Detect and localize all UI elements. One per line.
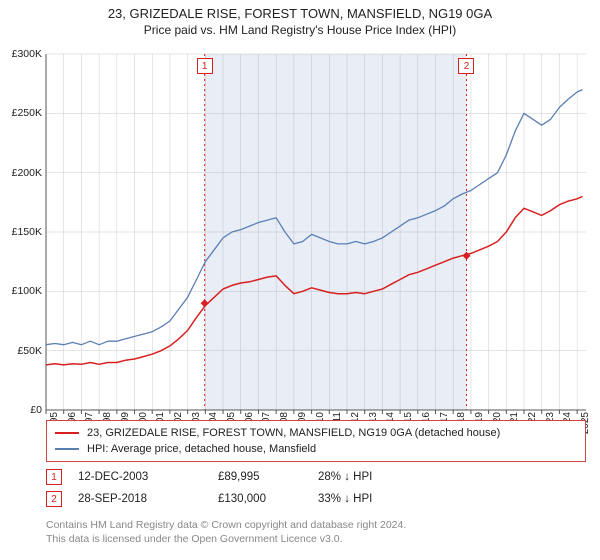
title-line-2: Price paid vs. HM Land Registry's House … <box>0 23 600 37</box>
tx-marker: 2 <box>46 491 62 507</box>
legend-label: 23, GRIZEDALE RISE, FOREST TOWN, MANSFIE… <box>87 427 500 439</box>
title-line-1: 23, GRIZEDALE RISE, FOREST TOWN, MANSFIE… <box>0 6 600 21</box>
transaction-row: 1 12-DEC-2003£89,99528% ↓ HPI <box>46 466 586 488</box>
y-axis-label: £100K <box>12 285 42 297</box>
y-axis-label: £150K <box>12 226 42 238</box>
transaction-row: 2 28-SEP-2018£130,00033% ↓ HPI <box>46 488 586 510</box>
tx-date: 12-DEC-2003 <box>78 471 218 483</box>
tx-date: 28-SEP-2018 <box>78 493 218 505</box>
legend-swatch <box>55 448 79 450</box>
legend-item: HPI: Average price, detached house, Mans… <box>55 441 577 457</box>
y-axis-label: £200K <box>12 167 42 179</box>
footer-line-2: This data is licensed under the Open Gov… <box>46 532 586 546</box>
tx-marker: 1 <box>46 469 62 485</box>
legend-label: HPI: Average price, detached house, Mans… <box>87 443 316 455</box>
legend-item: 23, GRIZEDALE RISE, FOREST TOWN, MANSFIE… <box>55 425 577 441</box>
chart-tx-marker: 2 <box>458 58 474 74</box>
footer: Contains HM Land Registry data © Crown c… <box>46 518 586 546</box>
tx-hpi: 28% ↓ HPI <box>318 471 438 483</box>
tx-hpi: 33% ↓ HPI <box>318 493 438 505</box>
y-axis-label: £300K <box>12 48 42 60</box>
tx-price: £89,995 <box>218 471 318 483</box>
chart: £0£50K£100K£150K£200K£250K£300K199519961… <box>46 54 586 410</box>
chart-tx-marker: 1 <box>197 58 213 74</box>
legend-swatch <box>55 432 79 434</box>
footer-line-1: Contains HM Land Registry data © Crown c… <box>46 518 586 532</box>
transactions: 1 12-DEC-2003£89,99528% ↓ HPI 2 28-SEP-2018… <box>46 466 586 510</box>
y-axis-label: £0 <box>30 404 42 416</box>
tx-price: £130,000 <box>218 493 318 505</box>
y-axis-label: £250K <box>12 107 42 119</box>
y-axis-label: £50K <box>17 345 42 357</box>
legend: 23, GRIZEDALE RISE, FOREST TOWN, MANSFIE… <box>46 420 586 462</box>
